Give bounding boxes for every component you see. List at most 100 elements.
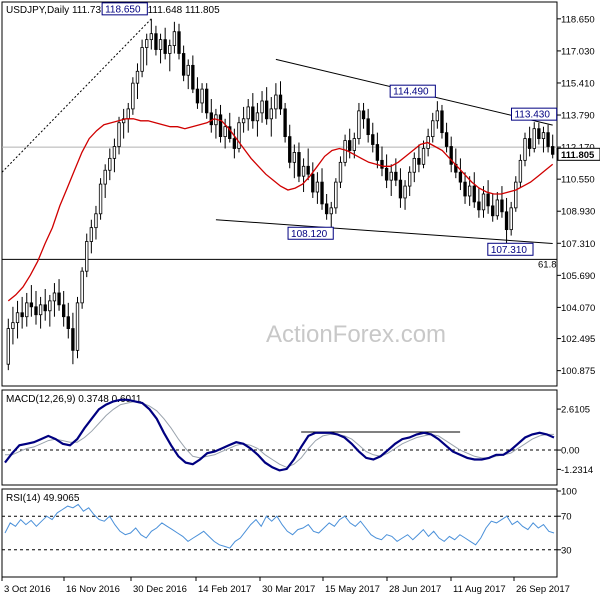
- price-tick-label: 110.550: [561, 175, 595, 186]
- candle-body: [375, 144, 380, 161]
- price-tick-label: 113.790: [561, 111, 595, 122]
- rsi-tick-label: 30: [561, 545, 572, 556]
- date-tick-label: 14 Feb 2017: [198, 584, 251, 595]
- candle-body: [301, 165, 306, 177]
- candle-body: [366, 118, 370, 136]
- candle-body: [195, 88, 200, 104]
- current-price-tag: 111.805: [557, 147, 600, 161]
- candle-body: [357, 110, 361, 139]
- candle-body: [260, 100, 264, 114]
- candle-body: [537, 128, 541, 139]
- date-tick-label: 30 Dec 2016: [133, 584, 187, 595]
- candle-body: [269, 108, 273, 120]
- candle-body: [384, 167, 389, 181]
- macd-tick-label: -1.2314: [561, 465, 593, 476]
- candle-body: [403, 185, 407, 199]
- candle-body: [518, 159, 523, 183]
- candle-body: [324, 203, 329, 215]
- candle-body: [481, 193, 486, 211]
- candle-body: [43, 304, 47, 312]
- rsi-header: RSI(14) 49.9065: [6, 493, 80, 504]
- price-label-box: [101, 2, 148, 16]
- watermark: ActionForex.com: [266, 321, 446, 348]
- candle-body: [343, 140, 347, 163]
- candle-body: [251, 106, 255, 122]
- candle-body: [449, 146, 453, 165]
- candle-body: [412, 157, 416, 173]
- date-axis: 3 Oct 2016 16 Nov 2016 30 Dec 2016 14 Feb 2…: [1, 577, 570, 595]
- candle-body: [172, 31, 177, 46]
- candle-body: [509, 207, 513, 231]
- candle-body: [48, 300, 52, 312]
- rsi-tick-label: 70: [561, 512, 572, 523]
- candle-body: [6, 328, 10, 365]
- candle-body: [126, 108, 130, 120]
- price-annotations: 118.650 114.490 113.430 108.120 107.310 61.8: [101, 2, 558, 270]
- candle-body: [338, 161, 343, 183]
- candle-body: [348, 140, 352, 151]
- candle-body: [398, 179, 403, 199]
- candle-body: [472, 185, 476, 203]
- candle-body: [527, 138, 532, 149]
- rsi-panel-frame: [1, 488, 558, 578]
- price-tick-label: 105.690: [561, 271, 595, 282]
- candle-body: [467, 185, 472, 197]
- candle-body: [61, 304, 66, 318]
- candle-body: [408, 171, 412, 187]
- candle-body: [523, 138, 527, 161]
- candle-body: [329, 207, 333, 215]
- candle-body: [140, 47, 144, 72]
- price-tick-label: 102.495: [561, 334, 595, 345]
- price-tick-label: 107.310: [561, 239, 595, 250]
- candle-body: [486, 193, 490, 207]
- candle-body: [103, 169, 107, 185]
- candle-body: [458, 171, 463, 183]
- macd-main-line: [4, 398, 555, 472]
- candle-body: [75, 302, 80, 351]
- candle-body: [29, 302, 34, 308]
- candle-body: [191, 64, 195, 90]
- candle-body: [98, 183, 103, 215]
- candle-body: [417, 157, 421, 165]
- candle-body: [435, 110, 440, 122]
- candle-body: [131, 82, 135, 110]
- current-price-box: [557, 147, 600, 161]
- candle-body: [278, 94, 283, 110]
- candle-body: [177, 31, 181, 54]
- macd-series: 2.6105 0.00 -1.2314: [2, 398, 593, 476]
- candle-body: [421, 148, 426, 165]
- candle-body: [380, 159, 384, 169]
- candle-body: [154, 33, 158, 50]
- candle-body: [541, 132, 546, 139]
- candle-body: [89, 227, 94, 242]
- candle-body: [283, 108, 287, 138]
- candle-body: [463, 181, 467, 197]
- price-label-box: [510, 107, 558, 121]
- candle-body: [158, 39, 163, 50]
- candle-body: [205, 88, 209, 114]
- candle-body: [361, 110, 366, 120]
- candle-body: [80, 270, 84, 304]
- price-label-text: 113.430: [514, 110, 550, 121]
- candle-body: [52, 292, 57, 302]
- date-tick-label: 11 Aug 2017: [453, 584, 506, 595]
- date-tick-label: 28 Jun 2017: [389, 584, 441, 595]
- candle-body: [546, 132, 550, 147]
- macd-signal-line: [5, 400, 554, 468]
- macd-tick-label: 0.00: [561, 446, 580, 457]
- candle-body: [108, 157, 112, 171]
- price-panel-frame: [1, 1, 558, 387]
- candle-body: [440, 110, 444, 134]
- candle-body: [297, 152, 301, 177]
- candle-body: [352, 138, 356, 151]
- candle-body: [389, 171, 393, 181]
- candle-body: [477, 201, 481, 211]
- candle-body: [34, 306, 38, 316]
- candle-body: [66, 316, 70, 329]
- candle-body: [223, 126, 227, 138]
- candle-body: [394, 171, 398, 181]
- candle-body: [145, 39, 149, 48]
- candle-body: [149, 33, 153, 41]
